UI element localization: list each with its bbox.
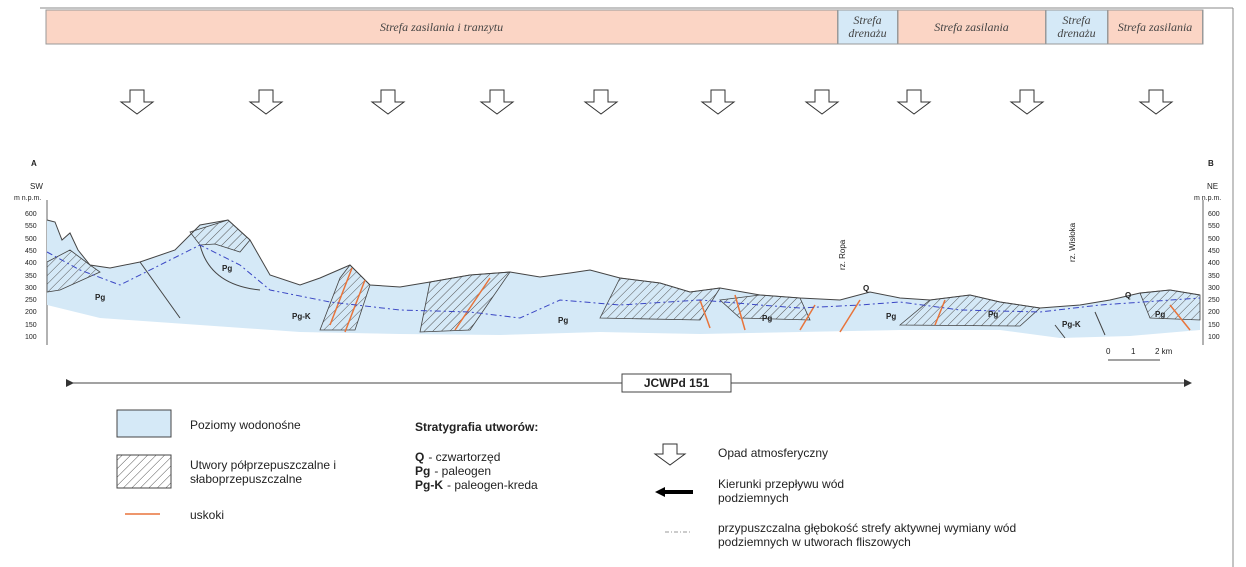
- unit-label: Pg-K: [292, 312, 311, 321]
- precip-arrow: [250, 90, 282, 114]
- scale-label: 2 km: [1155, 347, 1172, 356]
- tick-label: 550: [25, 223, 37, 230]
- precip-arrow: [1140, 90, 1172, 114]
- tick-label: 500: [1208, 236, 1220, 243]
- zone-label: Strefa drenażu: [1046, 10, 1108, 44]
- precip-arrow: [1011, 90, 1043, 114]
- legend-aquifer-label: Poziomy wodonośne: [190, 418, 301, 432]
- legend-aquifer: [117, 410, 171, 437]
- diagram: [0, 0, 1246, 567]
- strat-symbol: Q: [415, 450, 424, 464]
- tick-label: 300: [1208, 285, 1220, 292]
- strat-item: Pg - paleogen: [415, 464, 538, 478]
- precip-arrow: [372, 90, 404, 114]
- unit: m n.p.m.: [14, 192, 41, 206]
- tick-label: 100: [25, 334, 37, 341]
- tick-label: 550: [1208, 223, 1220, 230]
- legend-aquitard: [117, 455, 171, 488]
- unit-label: Pg: [222, 264, 232, 273]
- strat-text: - paleogen-kreda: [447, 478, 538, 492]
- precip-arrows: [121, 90, 1172, 114]
- strat-text: - paleogen: [434, 464, 491, 478]
- unit-label: Q: [1125, 291, 1131, 300]
- legend-flow-label: Kierunki przepływu wód podziemnych: [718, 477, 848, 505]
- tick-label: 600: [25, 211, 37, 218]
- tick-label: 250: [25, 297, 37, 304]
- tick-label: 350: [25, 273, 37, 280]
- unit-label: Pg-K: [1062, 320, 1081, 329]
- legend-precip-label: Opad atmosferyczny: [718, 446, 828, 460]
- tick-label: 250: [1208, 297, 1220, 304]
- tick-label: 450: [25, 248, 37, 255]
- page: Strefa zasilania i tranzytuStrefa drenaż…: [0, 0, 1246, 567]
- strat-title: Stratygrafia utworów:: [415, 420, 538, 434]
- tick-label: 150: [1208, 322, 1220, 329]
- legend-aquitard-label: Utwory półprzepuszczalne i słaboprzepusz…: [190, 458, 380, 486]
- zone-label: Strefa zasilania: [898, 10, 1046, 44]
- tick-label: 100: [1208, 334, 1220, 341]
- river-label: rz. Ropa: [838, 240, 847, 270]
- precip-arrow: [585, 90, 617, 114]
- precip-arrow: [702, 90, 734, 114]
- tick-label: 400: [25, 260, 37, 267]
- end-label: B: [1208, 157, 1214, 171]
- unit-label: Pg: [558, 316, 568, 325]
- unit-label: Pg: [1155, 310, 1165, 319]
- river-label: rz. Wisłoka: [1068, 223, 1077, 262]
- zone-label: Strefa zasilania i tranzytu: [46, 10, 838, 44]
- zone-label: Strefa zasilania: [1108, 10, 1203, 44]
- legend-flow-icon: [655, 487, 693, 497]
- scale-label: 1: [1131, 347, 1135, 356]
- unit-label: Pg: [95, 293, 105, 302]
- unit: m n.p.m.: [1194, 192, 1221, 206]
- strat-text: - czwartorzęd: [428, 450, 500, 464]
- legend-depth-label: przypuszczalna głębokość strefy aktywnej…: [718, 521, 1048, 549]
- tick-label: 400: [1208, 260, 1220, 267]
- tick-label: 200: [1208, 309, 1220, 316]
- unit-label: Pg: [988, 310, 998, 319]
- tick-label: 500: [25, 236, 37, 243]
- unit-label: Q: [863, 284, 869, 293]
- strat-item: Q - czwartorzęd: [415, 450, 538, 464]
- precip-arrow: [121, 90, 153, 114]
- strat-symbol: Pg-K: [415, 478, 443, 492]
- legend-fault-label: uskoki: [190, 508, 224, 522]
- body-label: JCWPd 151: [622, 376, 731, 390]
- tick-label: 350: [1208, 273, 1220, 280]
- tick-label: 450: [1208, 248, 1220, 255]
- scale-label: 0: [1106, 347, 1110, 356]
- tick-label: 600: [1208, 211, 1220, 218]
- precip-arrow: [806, 90, 838, 114]
- tick-label: 150: [25, 322, 37, 329]
- tick-label: 200: [25, 309, 37, 316]
- precip-arrow: [898, 90, 930, 114]
- legend-precip-icon: [655, 444, 685, 465]
- unit-label: Pg: [762, 314, 772, 323]
- start-label: A: [31, 157, 37, 171]
- precip-arrow: [481, 90, 513, 114]
- tick-label: 300: [25, 285, 37, 292]
- zone-label: Strefa drenażu: [838, 10, 898, 44]
- strat-symbol: Pg: [415, 464, 430, 478]
- unit-label: Pg: [886, 312, 896, 321]
- strat-item: Pg-K - paleogen-kreda: [415, 478, 538, 492]
